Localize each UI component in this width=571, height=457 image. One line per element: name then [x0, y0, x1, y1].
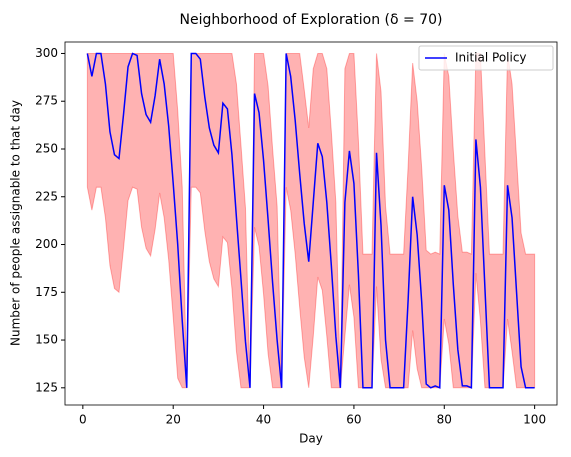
x-tick-label: 20 — [166, 413, 181, 427]
x-tick-label: 80 — [437, 413, 452, 427]
line — [86, 52, 535, 389]
plot-frame — [64, 41, 558, 406]
x-tick-label: 100 — [523, 413, 546, 427]
legend-label: Initial Policy — [455, 51, 527, 65]
x-tick-label: 60 — [346, 413, 361, 427]
y-tick-label: 125 — [35, 380, 58, 394]
y-tick-label: 200 — [35, 237, 58, 251]
x-tick-label: 40 — [256, 413, 271, 427]
x-axis-label: Day — [299, 432, 323, 446]
y-tick-label: 275 — [35, 94, 58, 108]
y-tick-label: 175 — [35, 285, 58, 299]
y-tick-label: 150 — [35, 333, 58, 347]
y-tick-label: 300 — [35, 46, 58, 60]
legend-box — [418, 45, 554, 71]
y-tick-label: 250 — [35, 141, 58, 155]
chart-title: Neighborhood of Exploration (δ = 70) — [180, 12, 443, 28]
x-tick-label: 0 — [79, 413, 87, 427]
y-tick-label: 225 — [35, 189, 58, 203]
y-axis-label: Number of people assignable to that day — [9, 100, 23, 346]
